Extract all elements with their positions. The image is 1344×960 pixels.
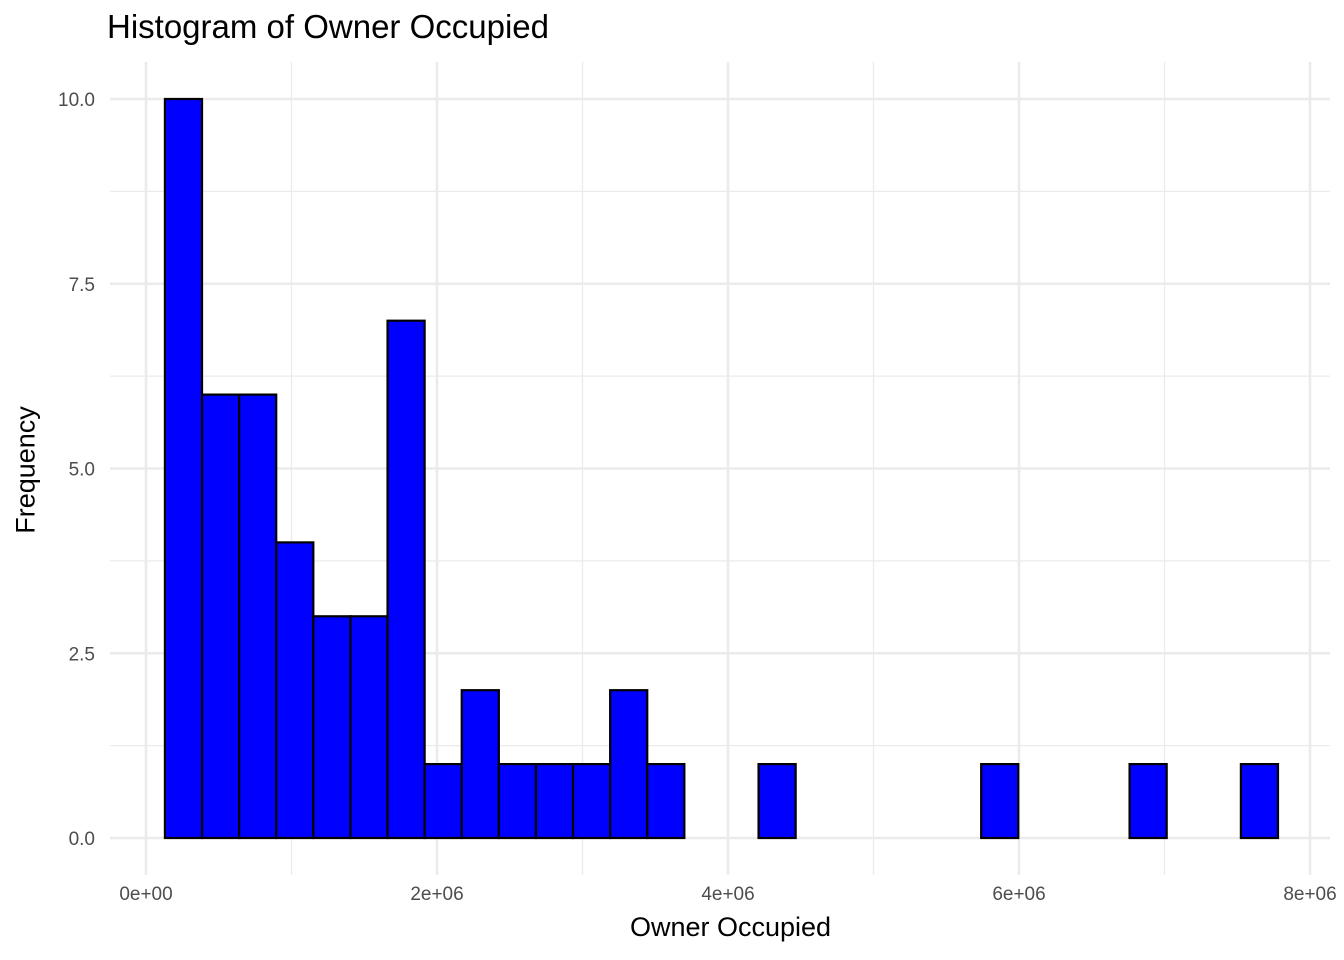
histogram-bars xyxy=(163,97,1280,840)
histogram-bar xyxy=(571,762,612,840)
y-tick-label: 2.5 xyxy=(69,644,95,665)
histogram-bar xyxy=(1239,762,1280,840)
histogram-bar xyxy=(534,762,575,840)
x-tick-label: 0e+00 xyxy=(119,884,172,905)
y-tick-label: 10.0 xyxy=(58,90,95,111)
histogram-bar xyxy=(423,762,463,840)
histogram-bar xyxy=(609,689,649,840)
histogram-bar xyxy=(1128,762,1168,840)
histogram-bar xyxy=(275,541,315,840)
x-tick-label: 4e+06 xyxy=(701,884,754,905)
histogram-bar xyxy=(386,319,426,840)
x-tick-label: 2e+06 xyxy=(410,884,463,905)
y-axis-ticks: 0.0 2.5 5.0 7.5 10.0 xyxy=(58,90,95,850)
histogram-bar xyxy=(460,689,500,840)
y-tick-label: 5.0 xyxy=(69,460,95,481)
histogram-bar xyxy=(163,97,204,840)
histogram-bar xyxy=(200,393,241,840)
histogram-bar xyxy=(497,762,538,840)
histogram-bar xyxy=(980,762,1020,840)
y-tick-label: 7.5 xyxy=(69,275,95,296)
x-tick-label: 6e+06 xyxy=(992,884,1045,905)
chart-title: Histogram of Owner Occupied xyxy=(107,8,550,45)
histogram-bar xyxy=(757,762,797,840)
y-tick-label: 0.0 xyxy=(69,829,95,850)
x-axis-label: Owner Occupied xyxy=(629,912,832,942)
histogram-bar xyxy=(312,615,352,840)
histogram-bar xyxy=(646,762,686,840)
histogram-bar xyxy=(349,615,389,840)
histogram-bar xyxy=(238,393,278,840)
x-axis-ticks: 0e+00 2e+06 4e+06 6e+06 8e+06 xyxy=(119,884,1336,905)
x-tick-label: 8e+06 xyxy=(1283,884,1336,905)
